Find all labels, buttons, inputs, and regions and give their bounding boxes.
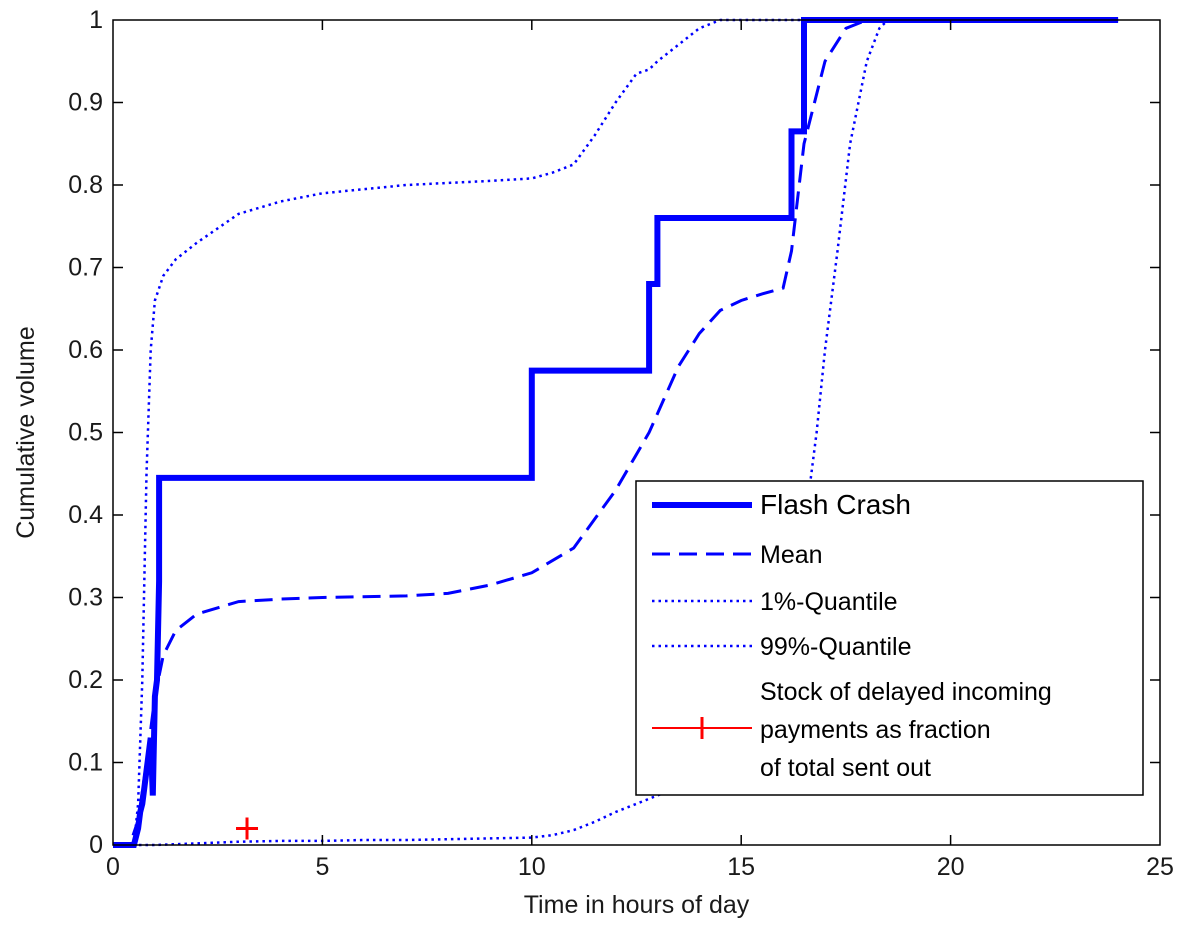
series-layer <box>113 17 1119 848</box>
legend-box <box>635 480 1144 796</box>
series-1-line <box>113 18 1119 847</box>
legend: Flash Crash Mean 1%-Quantile 99%-Quantile St… <box>635 480 1144 796</box>
legend-entry-2-label: 1%-Quantile <box>760 588 898 616</box>
y-tick-label: 0.9 <box>68 89 103 117</box>
y-tick-label: 0.1 <box>68 749 103 777</box>
y-tick-label: 0.3 <box>68 584 103 612</box>
y-tick-label: 0.8 <box>68 171 103 199</box>
x-tick-label: 15 <box>727 853 755 881</box>
y-tick-label: 0.4 <box>68 501 103 529</box>
x-tick-label: 10 <box>518 853 546 881</box>
y-tick-label: 0 <box>89 831 103 859</box>
y-tick-label: 0.6 <box>68 336 103 364</box>
legend-entry-4-label-line-1: payments as fraction <box>760 716 991 744</box>
legend-entry-0-label: Flash Crash <box>760 489 911 520</box>
x-axis-label: Time in hours of day <box>524 891 750 919</box>
series-3-line <box>113 18 1119 847</box>
y-tick-label: 1 <box>89 6 103 34</box>
x-tick-label: 25 <box>1146 853 1174 881</box>
y-tick-label: 0.5 <box>68 419 103 447</box>
legend-entry-1-label: Mean <box>760 541 823 569</box>
legend-entry-3-label: 99%-Quantile <box>760 633 911 661</box>
ticks-layer: 0 5 10 15 20 25 0 0.1 0.2 0.3 0.4 0.5 0.6 0.7 0.8 0.9 1 <box>68 6 1174 881</box>
y-tick-label: 0.2 <box>68 666 103 694</box>
x-tick-label: 0 <box>106 853 120 881</box>
x-tick-label: 5 <box>315 853 329 881</box>
x-tick-label: 20 <box>937 853 965 881</box>
y-tick-label: 0.7 <box>68 254 103 282</box>
y-axis-label: Cumulative volume <box>12 326 40 539</box>
legend-entry-4-label-line-0: Stock of delayed incoming <box>760 678 1052 706</box>
legend-entry-4-label-line-2: of total sent out <box>760 754 931 782</box>
series-0-line <box>113 17 1119 848</box>
series-4-marker-0 <box>236 817 259 840</box>
